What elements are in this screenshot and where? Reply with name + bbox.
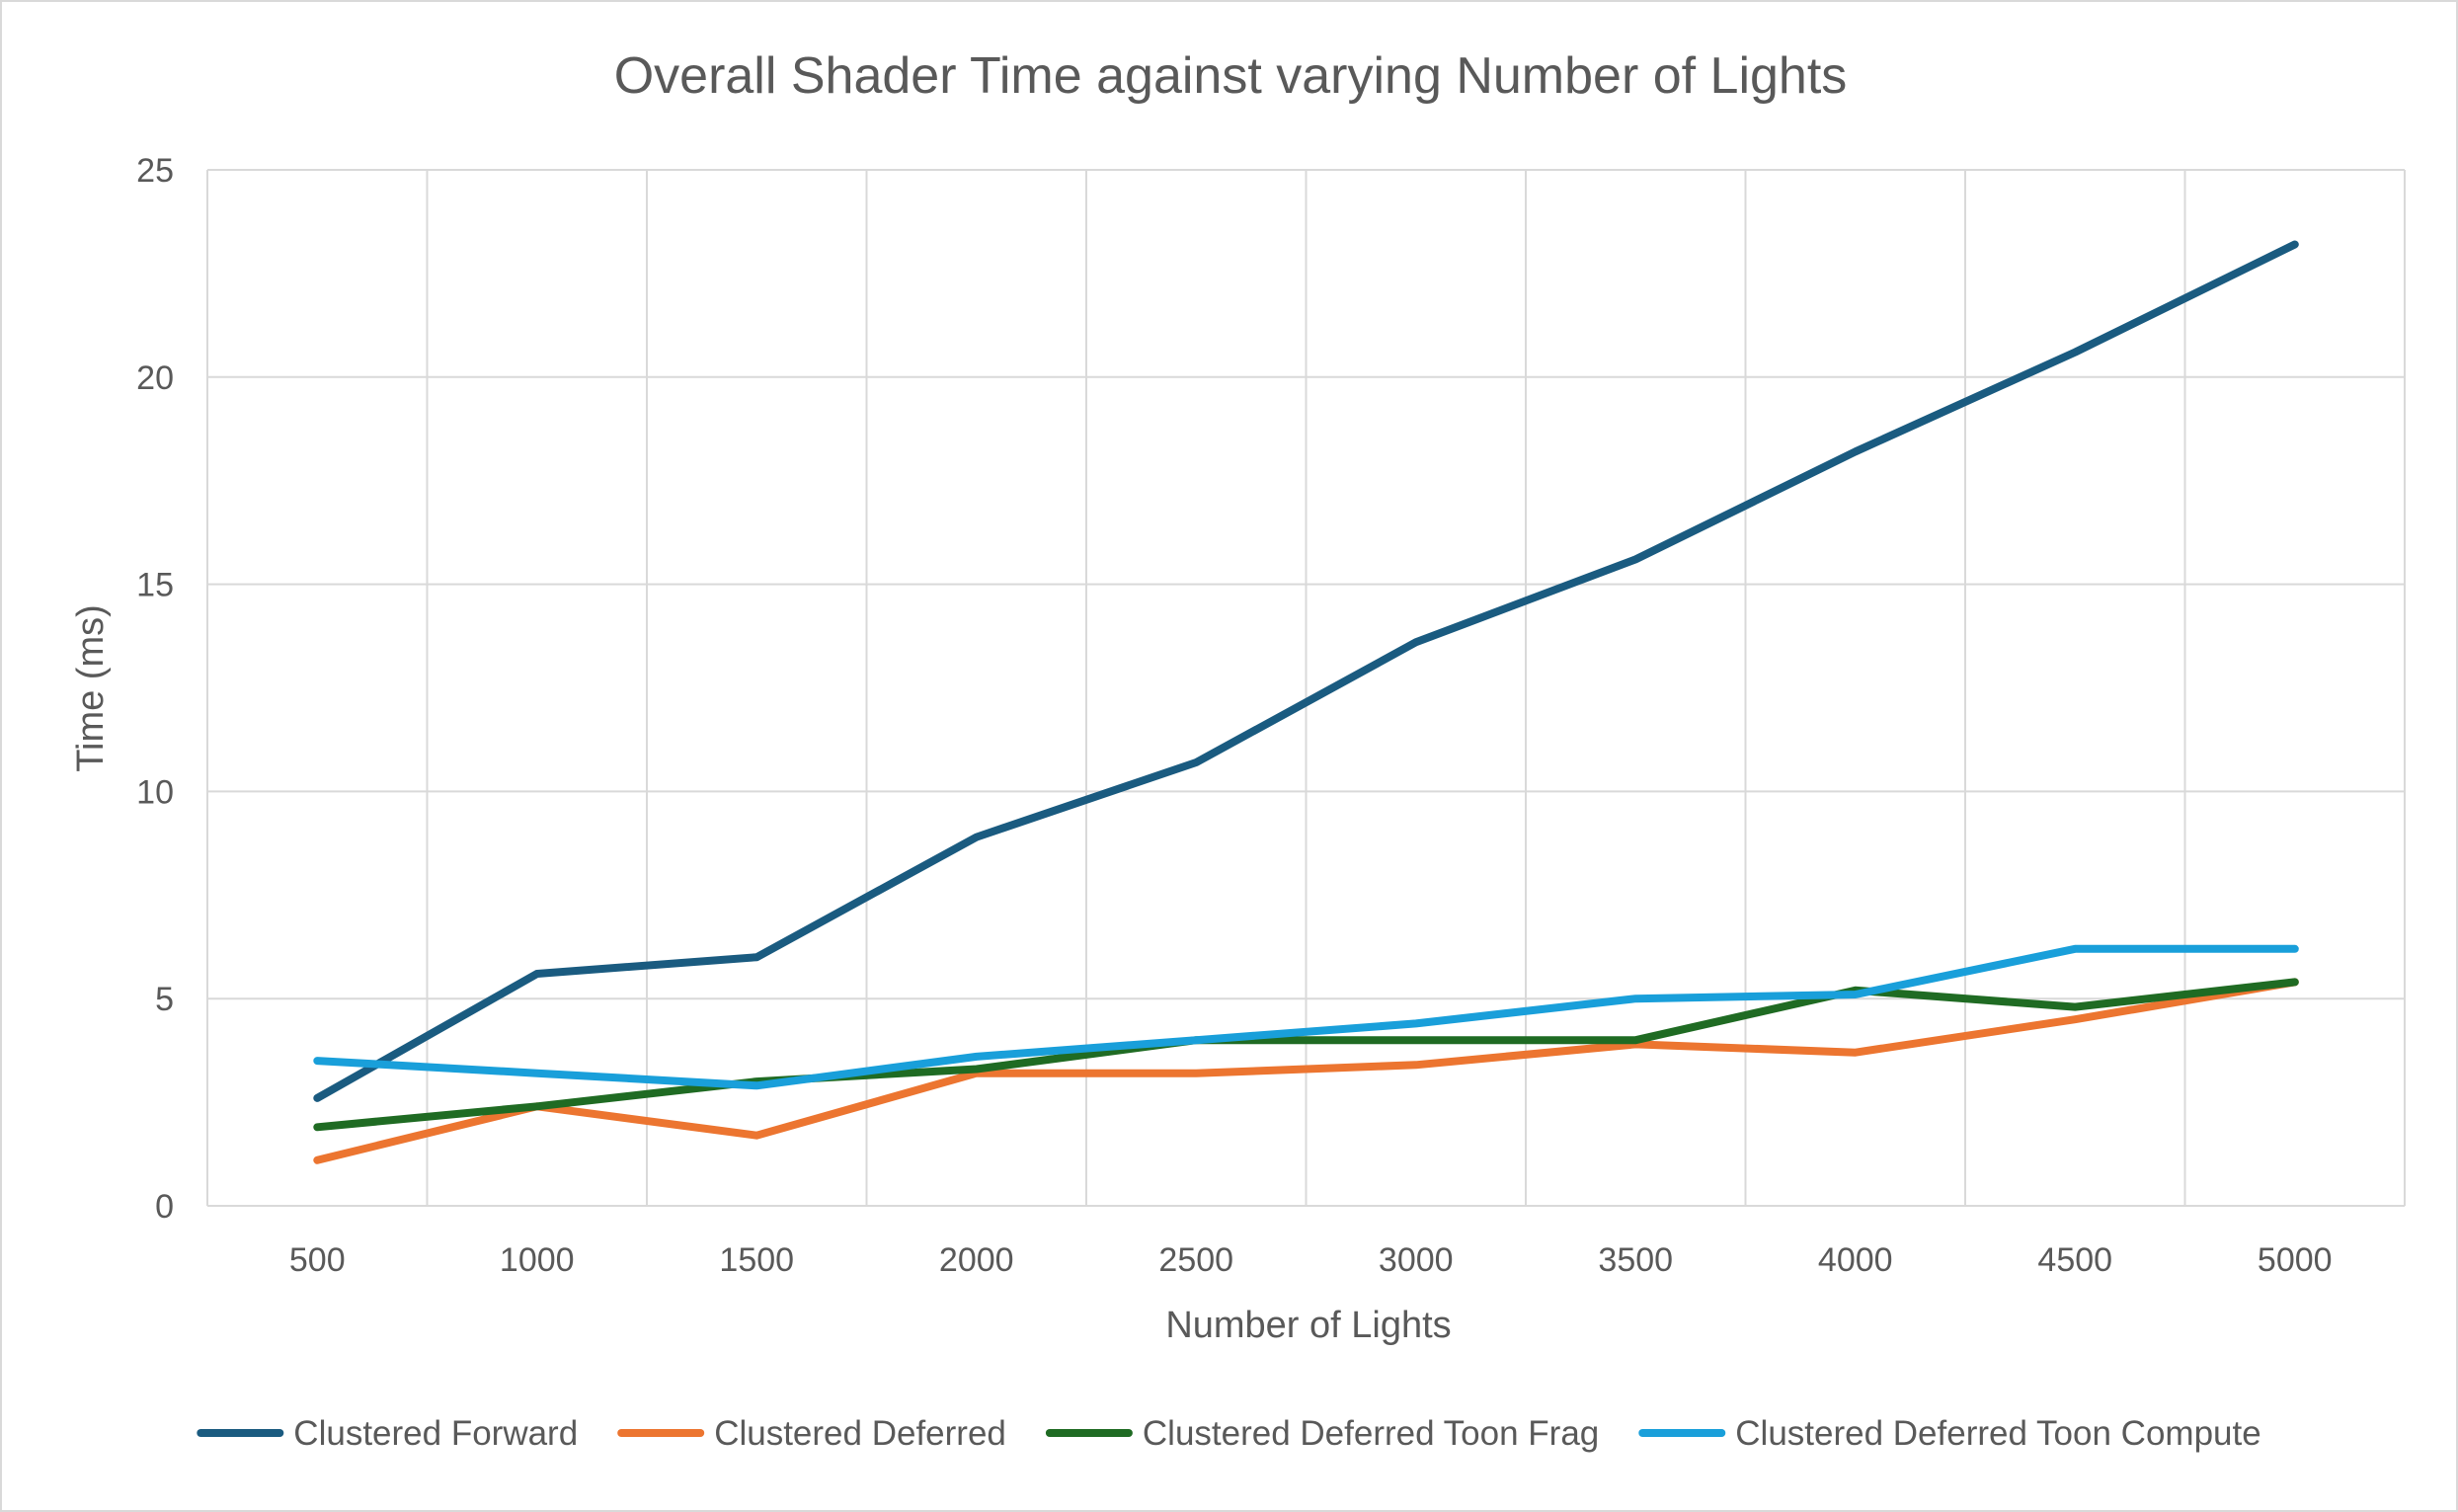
x-tick-label: 1000 [500,1241,575,1279]
x-tick-label: 5000 [2258,1241,2333,1279]
y-tick-label: 5 [155,981,174,1018]
x-tick-label: 2500 [1158,1241,1233,1279]
x-tick-label: 3000 [1379,1241,1454,1279]
x-axis-ticks: 500 1000 1500 2000 2500 3000 3500 4000 4500 5000 [289,1241,2333,1279]
x-tick-label: 4000 [1818,1241,1893,1279]
legend-label: Clustered Deferred Toon Frag [1143,1414,1599,1453]
legend: Clustered Forward Clustered Deferred Clust… [200,1414,2260,1453]
legend-item-clustered-deferred-toon-frag: Clustered Deferred Toon Frag [1050,1414,1599,1453]
y-tick-label: 25 [136,152,174,190]
y-tick-label: 10 [136,773,174,811]
y-axis-ticks: 0 5 10 15 20 25 [136,152,174,1226]
chart-title: Overall Shader Time against varying Numb… [614,47,1848,105]
legend-item-clustered-forward: Clustered Forward [200,1414,578,1453]
y-tick-label: 15 [136,567,174,604]
legend-label: Clustered Deferred [714,1414,1006,1453]
gridlines [207,170,2405,1206]
x-tick-label: 2000 [939,1241,1014,1279]
legend-label: Clustered Forward [293,1414,578,1453]
legend-item-clustered-deferred-toon-compute: Clustered Deferred Toon Compute [1642,1414,2260,1453]
x-tick-label: 3500 [1598,1241,1673,1279]
legend-item-clustered-deferred: Clustered Deferred [621,1414,1006,1453]
x-axis-title: Number of Lights [1165,1305,1451,1346]
y-tick-label: 20 [136,359,174,397]
x-tick-label: 500 [289,1241,346,1279]
x-tick-label: 4500 [2037,1241,2112,1279]
x-tick-label: 1500 [719,1241,794,1279]
legend-label: Clustered Deferred Toon Compute [1735,1414,2260,1453]
y-tick-label: 0 [155,1188,174,1226]
y-axis-title: Time (ms) [70,604,112,772]
